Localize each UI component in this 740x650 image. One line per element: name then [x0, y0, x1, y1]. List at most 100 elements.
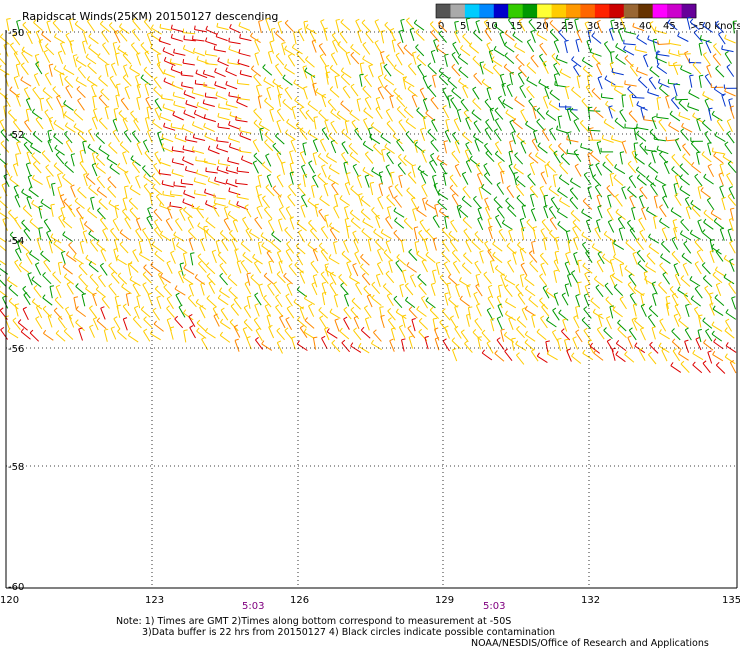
wind-barb: [144, 150, 153, 163]
wind-barb: [678, 316, 689, 329]
wind-barb: [596, 326, 605, 340]
wind-barb: [109, 75, 117, 89]
wind-barb: [610, 19, 615, 33]
wind-barb: [569, 187, 579, 200]
wind-barb: [284, 129, 296, 141]
wind-barb: [340, 73, 351, 86]
wind-barb: [362, 217, 374, 229]
wind-barb: [303, 20, 308, 34]
wind-barb: [369, 181, 375, 196]
wind-barb: [377, 86, 385, 100]
wind-barb: [362, 140, 374, 152]
wind-barb: [632, 303, 638, 317]
wind-barb: [171, 146, 185, 153]
wind-barb: [14, 194, 21, 208]
wind-barb: [716, 118, 725, 132]
wind-barb: [326, 328, 338, 339]
wind-barb: [166, 260, 173, 274]
wind-barb: [581, 56, 593, 68]
wind-barb: [32, 86, 41, 100]
wind-barb: [252, 253, 263, 265]
wind-barb: [589, 342, 601, 354]
wind-barb: [550, 196, 559, 210]
wind-barb: [276, 327, 285, 341]
wind-barb: [528, 18, 537, 32]
wind-barb: [26, 195, 32, 210]
wind-barb: [481, 349, 493, 361]
wind-barb: [731, 296, 737, 310]
wind-barb: [424, 335, 429, 350]
wind-barb: [634, 45, 647, 53]
wind-barb: [530, 193, 535, 207]
wind-barb: [32, 130, 43, 143]
wind-barb: [0, 208, 9, 219]
wind-barb: [460, 329, 469, 343]
wind-barb: [234, 248, 239, 262]
wind-barb: [711, 147, 725, 155]
wind-barb: [702, 91, 714, 101]
wind-barb: [573, 64, 581, 78]
wind-barb: [225, 179, 238, 188]
wind-barb: [54, 144, 65, 156]
wind-barb: [694, 261, 702, 275]
wind-barb: [340, 18, 351, 31]
wind-barb: [312, 248, 319, 262]
wind-barb: [101, 296, 110, 309]
wind-barb: [74, 197, 85, 209]
wind-barb: [507, 204, 517, 217]
wind-barb: [581, 208, 593, 220]
wind-barb: [553, 292, 559, 306]
wind-barb: [165, 217, 173, 231]
wind-barb: [474, 231, 484, 244]
wind-barb: [122, 117, 129, 131]
wind-barb: [448, 296, 458, 308]
wind-barb: [287, 53, 296, 67]
wind-barb: [443, 140, 448, 154]
wind-barb: [686, 16, 692, 30]
wind-barb: [393, 64, 404, 76]
wind-barb: [58, 214, 66, 228]
wind-barb: [320, 271, 329, 285]
wind-barb: [310, 260, 319, 274]
wind-barb: [153, 76, 162, 90]
wind-barb: [643, 54, 649, 68]
wind-barb: [456, 108, 462, 123]
wind-barb: [320, 248, 329, 262]
wind-barb: [524, 305, 536, 317]
wind-barb: [519, 274, 525, 288]
wind-barb: [421, 183, 428, 197]
wind-barb: [477, 207, 483, 221]
wind-barb: [566, 135, 579, 143]
wind-barb: [284, 19, 294, 33]
color-legend: 051015202530354045>50 knots: [435, 3, 740, 32]
wind-barb: [472, 55, 482, 68]
wind-barbs-layer: [0, 16, 738, 374]
wind-barb: [702, 119, 712, 132]
wind-barb: [250, 32, 261, 44]
wind-barb: [257, 174, 263, 188]
wind-barb: [12, 163, 18, 177]
wind-barb: [98, 117, 108, 130]
wind-barb: [147, 206, 153, 220]
wind-barb: [60, 206, 66, 220]
wind-barb: [202, 69, 215, 78]
wind-barb: [261, 161, 272, 173]
wind-barb: [289, 216, 295, 230]
wind-barb: [702, 317, 713, 329]
wind-barb: [505, 109, 516, 121]
wind-barb: [635, 237, 644, 251]
wind-barb: [82, 40, 87, 54]
wind-barb: [390, 327, 396, 341]
wind-barb: [623, 45, 635, 56]
wind-barb: [32, 161, 42, 174]
wind-barb: [567, 131, 572, 145]
wind-barb: [363, 117, 370, 132]
wind-barb: [117, 272, 128, 285]
wind-barb: [677, 32, 689, 42]
wind-barb: [678, 99, 689, 112]
wind-barb: [710, 83, 724, 88]
wind-barb: [515, 183, 525, 197]
wind-barb: [203, 225, 208, 239]
wind-barb: [611, 272, 623, 284]
wind-barb: [180, 179, 194, 186]
